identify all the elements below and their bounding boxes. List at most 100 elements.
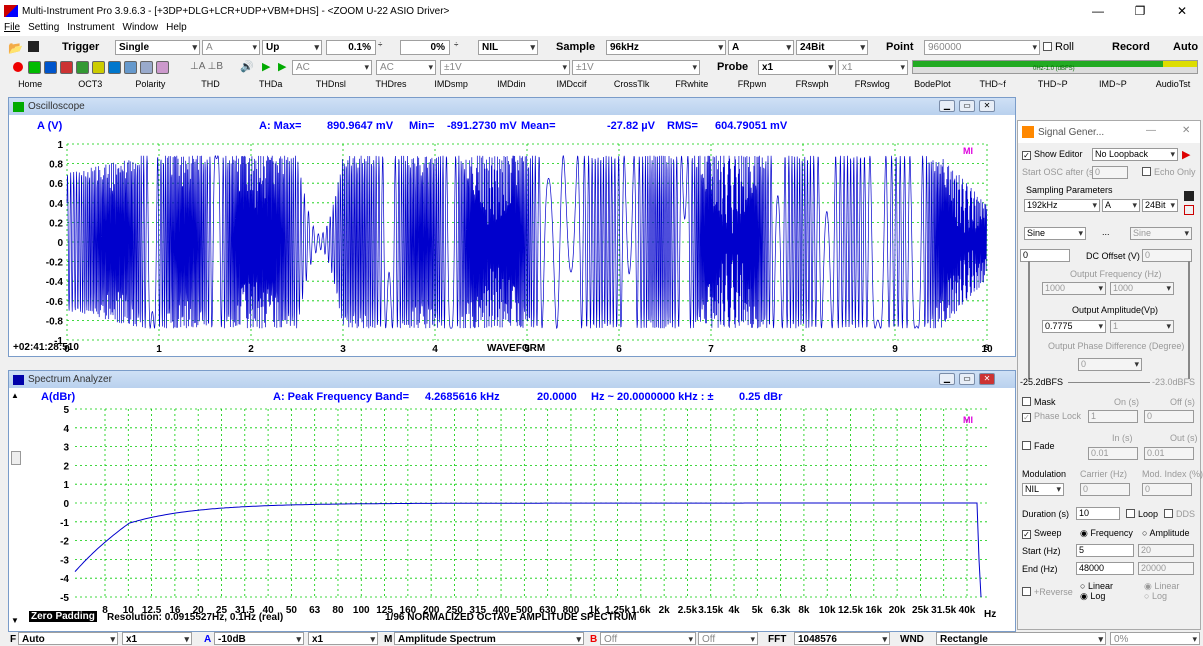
instrument-icon-3[interactable]	[60, 61, 73, 74]
a-scale-select[interactable]: -10dB	[214, 632, 304, 645]
point-select[interactable]: 960000	[924, 40, 1040, 55]
osc-restore-button[interactable]: ▭	[959, 100, 975, 112]
trigger-edge-select[interactable]: Up	[262, 40, 322, 55]
overlap-select[interactable]: 0%	[1110, 632, 1200, 645]
amp-a-input[interactable]: 0.7775	[1042, 320, 1106, 333]
probe-b-select[interactable]: x1	[838, 60, 908, 75]
sample-channel-select[interactable]: A	[728, 40, 794, 55]
spec-minimize-button[interactable]: ▁	[939, 373, 955, 385]
fade-checkbox[interactable]: Fade	[1022, 441, 1055, 451]
close-button[interactable]: ✕	[1176, 4, 1188, 18]
tab-crosstlk[interactable]: CrossTlk	[613, 79, 650, 89]
play-ext-icon[interactable]: ▶	[278, 61, 287, 73]
record-icon[interactable]	[13, 62, 23, 72]
siggen-close-button[interactable]: ✕	[1182, 125, 1191, 136]
freq-a-input[interactable]: 1000	[1042, 282, 1106, 295]
modulation-select[interactable]: NIL	[1022, 483, 1064, 496]
x1-b-select[interactable]: x1	[308, 632, 378, 645]
bit-depth-select[interactable]: 24Bit	[796, 40, 868, 55]
log-radio[interactable]: ◉ Log	[1080, 591, 1106, 601]
m-mode-select[interactable]: Amplitude Spectrum	[394, 632, 584, 645]
tab-frswph[interactable]: FRswph	[795, 79, 829, 89]
menu-help[interactable]: Help	[166, 22, 187, 33]
menu-window[interactable]: Window	[122, 22, 159, 33]
sg-bits-select[interactable]: 24Bit	[1142, 199, 1178, 212]
trigger-mode-select[interactable]: Single	[115, 40, 200, 55]
osc-close-button[interactable]: ✕	[979, 100, 995, 112]
instrument-icon-6[interactable]	[108, 61, 121, 74]
mask-off-input[interactable]: 0	[1144, 410, 1194, 423]
sample-rate-select[interactable]: 96kHz	[606, 40, 726, 55]
sg-save-icon[interactable]	[1184, 191, 1194, 201]
instrument-icon-9[interactable]	[156, 61, 169, 74]
coupling-b-select[interactable]: AC	[376, 60, 436, 75]
spec-close-button[interactable]: ✕	[979, 373, 995, 385]
probe-a-select[interactable]: x1	[758, 60, 836, 75]
instrument-icon-2[interactable]	[44, 61, 57, 74]
waveform-edit-button[interactable]: ...	[1102, 227, 1110, 237]
spec-scrollbar-thumb[interactable]	[11, 451, 21, 465]
waveform-b-select[interactable]: Sine	[1130, 227, 1192, 240]
auto-button[interactable]: Auto	[1173, 41, 1199, 53]
tab-home[interactable]: Home	[18, 79, 43, 89]
reverse-checkbox[interactable]: +Reverse	[1022, 587, 1073, 597]
minimize-button[interactable]: —	[1092, 4, 1104, 18]
maximize-button[interactable]: ❐	[1134, 4, 1146, 18]
range-a-select[interactable]: ±1V	[440, 60, 570, 75]
tab-imdsmp[interactable]: IMDsmp	[434, 79, 468, 89]
tab-imddin[interactable]: IMDdin	[497, 79, 526, 89]
sweep-amplitude-radio[interactable]: ○ Amplitude	[1142, 528, 1190, 538]
end-hz-input[interactable]: 48000	[1076, 562, 1134, 575]
speaker-icon[interactable]: 🔊	[240, 61, 254, 73]
sg-edit-icon[interactable]	[1184, 205, 1194, 215]
dc-offset-b-input[interactable]: 0	[1142, 249, 1192, 262]
echo-only-checkbox[interactable]: Echo Only	[1142, 167, 1196, 177]
play-red-button[interactable]: ▶	[1182, 149, 1191, 161]
tab-thdres[interactable]: THDres	[375, 79, 407, 89]
zero-padding-button[interactable]: Zero Padding	[29, 611, 97, 622]
instrument-icon-5[interactable]	[92, 61, 105, 74]
instrument-icon-7[interactable]	[124, 61, 137, 74]
carrier-input[interactable]: 0	[1080, 483, 1130, 496]
start-hz-input-2[interactable]: 20	[1138, 544, 1194, 557]
siggen-minimize-button[interactable]: —	[1146, 125, 1156, 136]
dc-offset-a-input[interactable]: 0	[1020, 249, 1070, 262]
instrument-icon-8[interactable]	[140, 61, 153, 74]
show-editor-checkbox[interactable]: ✓ Show Editor	[1022, 149, 1083, 160]
phase-lock-checkbox[interactable]: ✓ Phase Lock	[1022, 411, 1082, 422]
f-select[interactable]: Auto	[18, 632, 118, 645]
x1-select[interactable]: x1	[122, 632, 192, 645]
mod-index-input[interactable]: 0	[1142, 483, 1192, 496]
play-icon[interactable]: ▶	[262, 61, 271, 73]
tab-thdnsl[interactable]: THDnsl	[315, 79, 346, 89]
sweep-frequency-radio[interactable]: ◉ Frequency	[1080, 528, 1133, 538]
fft-size-select[interactable]: 1048576	[794, 632, 890, 645]
log-radio-2[interactable]: ○ Log	[1144, 591, 1167, 601]
trigger-level-spinner[interactable]: ÷	[378, 40, 383, 49]
duration-input[interactable]: 10	[1076, 507, 1120, 520]
tab-oct3[interactable]: OCT3	[78, 79, 103, 89]
coupling-a-select[interactable]: AC	[292, 60, 372, 75]
waveform-a-select[interactable]: Sine	[1024, 227, 1086, 240]
amp-slider-right[interactable]	[1188, 261, 1190, 379]
b-scale-select[interactable]: Off	[600, 632, 696, 645]
record-button[interactable]: Record	[1112, 41, 1150, 53]
sg-channel-select[interactable]: A	[1102, 199, 1140, 212]
window-select[interactable]: Rectangle	[936, 632, 1106, 645]
tab-audiotst[interactable]: AudioTst	[1155, 79, 1191, 89]
amp-b-input[interactable]: 1	[1110, 320, 1174, 333]
linear-radio-2[interactable]: ◉ Linear	[1144, 581, 1180, 591]
spec-scroll-down-icon[interactable]: ▼	[11, 616, 19, 625]
save-icon[interactable]	[28, 41, 39, 52]
instrument-icon-4[interactable]	[76, 61, 89, 74]
tab-bodeplot[interactable]: BodePlot	[914, 79, 951, 89]
spec-restore-button[interactable]: ▭	[959, 373, 975, 385]
pre-trigger-spinner[interactable]: ÷	[454, 40, 459, 49]
tab-thda[interactable]: THDa	[258, 79, 283, 89]
tab-frswlog[interactable]: FRswlog	[854, 79, 890, 89]
menu-file[interactable]: File	[4, 22, 21, 33]
sg-rate-select[interactable]: 192kHz	[1024, 199, 1100, 212]
open-icon[interactable]: 📂	[8, 41, 23, 55]
probe-icon[interactable]: ⊥A ⊥B	[190, 61, 223, 72]
